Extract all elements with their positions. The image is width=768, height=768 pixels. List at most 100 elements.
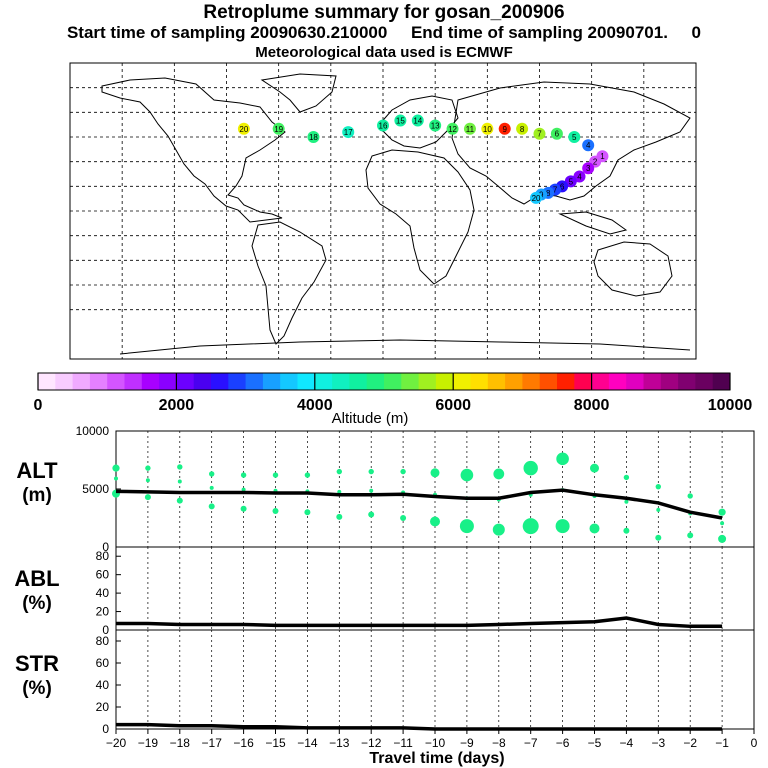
alt-lower-point — [240, 505, 247, 512]
x-tick-label: 0 — [751, 736, 758, 750]
alt-upper-point — [177, 464, 183, 470]
alt-upper-point — [336, 468, 342, 475]
alt-mid-point — [209, 485, 214, 490]
x-tick-label: −8 — [492, 736, 506, 750]
plume-day-label: 13 — [431, 121, 440, 130]
plume-day-label: 15 — [396, 117, 405, 126]
plume-day-label: 14 — [413, 117, 422, 126]
plume-day-label: 9 — [502, 125, 507, 134]
alt-upper-point — [590, 463, 599, 473]
colorbar-swatch — [557, 373, 575, 390]
x-tick-label: −3 — [651, 736, 665, 750]
alt-lower-point — [400, 515, 407, 521]
colorbar-tick-label: 8000 — [574, 397, 610, 414]
colorbar-swatch — [262, 373, 281, 390]
plume-day-label: 1 — [600, 152, 605, 161]
x-tick-label: −1 — [715, 736, 729, 750]
x-tick-label: −19 — [138, 736, 159, 750]
str-ytick-label: 0 — [102, 722, 109, 736]
colorbar-swatch — [591, 373, 610, 390]
colorbar-swatch — [366, 373, 385, 390]
plume-day-label: 10 — [483, 125, 492, 134]
alt-upper-point — [687, 493, 693, 499]
plume-marker — [582, 162, 595, 175]
abl-panel: 80 60 40 20 0 — [96, 546, 755, 637]
plume-marker — [446, 122, 459, 135]
alt-upper-point — [145, 465, 151, 471]
end-time-suffix: 0 — [691, 23, 702, 42]
plume-day-label: 11 — [466, 125, 475, 134]
plume-day-label: 7 — [553, 186, 558, 195]
world-map: 123456789204567891011121314151617181920 — [69, 62, 697, 360]
alt-panel-label: ALT — [16, 458, 58, 483]
plume-day-label: 9 — [539, 191, 544, 200]
plume-marker — [429, 119, 442, 132]
colorbar-swatch — [211, 373, 229, 390]
plume-day-label: 18 — [309, 133, 318, 142]
x-tick-label: −18 — [170, 736, 191, 750]
abl-ytick-label: 80 — [96, 549, 110, 563]
alt-upper-point — [430, 468, 440, 478]
colorbar-swatch — [228, 373, 247, 390]
abl-panel-label: ABL — [14, 566, 59, 591]
alt-lower-point — [272, 508, 279, 515]
plume-marker — [530, 191, 543, 204]
plume-marker — [307, 131, 320, 143]
colorbar-swatch — [608, 373, 627, 390]
alt-upper-point — [240, 472, 247, 478]
sampling-times: Start time of sampling 20090630.210000 E… — [0, 23, 768, 43]
alt-upper-point — [523, 460, 538, 476]
plume-day-label: 17 — [344, 128, 353, 137]
str-ytick-label: 60 — [96, 656, 110, 670]
plume-marker — [394, 114, 407, 127]
alt-upper-point — [493, 468, 505, 480]
colorbar-swatch — [487, 373, 506, 390]
colorbar-swatch — [695, 373, 714, 390]
x-tick-label: −2 — [683, 736, 697, 750]
plume-day-label: 20 — [532, 194, 541, 203]
colorbar-tick-label: 0 — [34, 397, 43, 414]
colorbar-tick-label: 10000 — [708, 397, 753, 414]
alt-lower-point — [208, 503, 215, 510]
str-panel-unit: (%) — [22, 678, 52, 699]
alt-lower-point — [430, 516, 440, 527]
colorbar-tick-label: 4000 — [297, 397, 333, 414]
colorbar-swatch — [505, 373, 523, 390]
colorbar-swatch — [141, 373, 160, 390]
alt-ytick-label: 5000 — [82, 482, 109, 496]
panel-labels: ALT (m) ABL (%) STR (%) — [14, 458, 59, 699]
coastlines — [101, 73, 691, 355]
x-tick-label: −17 — [202, 736, 223, 750]
colorbar-swatch — [55, 373, 74, 390]
colorbar-tick-label: 2000 — [159, 397, 195, 414]
plume-marker — [481, 122, 494, 135]
plume-marker — [533, 127, 546, 140]
chart-title: Retroplume summary for gosan_200906 — [203, 2, 565, 23]
plume-day-label: 16 — [379, 121, 388, 130]
x-tick-label: −14 — [297, 736, 318, 750]
plume-marker — [568, 131, 581, 143]
colorbar-swatch — [435, 373, 454, 390]
x-tick-label: −9 — [460, 736, 474, 750]
x-tick-label: −6 — [556, 736, 570, 750]
colorbar-swatch — [522, 373, 541, 390]
colorbar-swatch — [38, 373, 56, 390]
colorbar-swatch — [89, 373, 108, 390]
colorbar-swatch — [678, 373, 696, 390]
x-tick-label: −10 — [425, 736, 446, 750]
colorbar-tick-label: 6000 — [435, 397, 471, 414]
alt-upper-point — [460, 468, 474, 482]
plume-day-label: 12 — [448, 125, 457, 134]
abl-ytick-label: 0 — [102, 623, 109, 637]
colorbar-swatch — [574, 373, 593, 390]
alt-upper-point — [209, 471, 215, 477]
alt-lower-point — [623, 527, 630, 534]
colorbar-swatch — [72, 373, 91, 390]
alt-mid-point — [145, 478, 150, 483]
alt-upper-point — [112, 464, 120, 472]
colorbar-swatch — [539, 373, 558, 390]
map-graticule — [70, 63, 696, 359]
alt-lower-point — [176, 497, 183, 504]
colorbar-swatch — [349, 373, 368, 390]
alt-panel-unit: (m) — [22, 485, 52, 506]
